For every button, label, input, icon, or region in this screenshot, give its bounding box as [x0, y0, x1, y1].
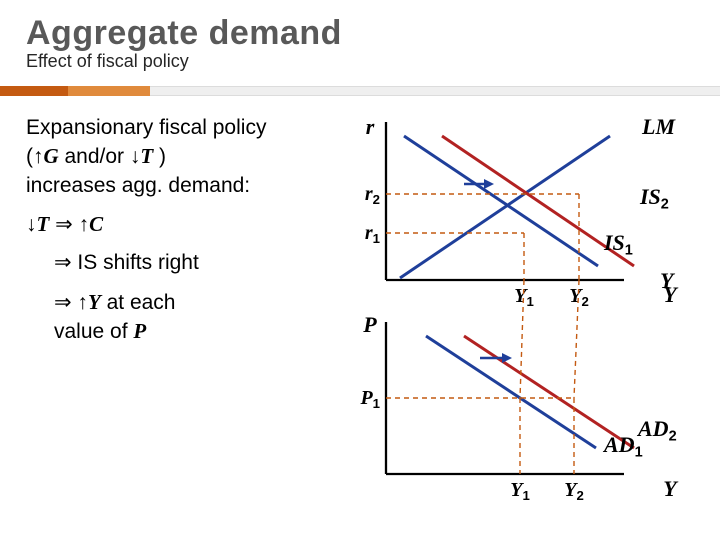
t: ↓	[26, 213, 37, 236]
accent-seg-2	[68, 86, 150, 96]
svg-text:Y1: Y1	[510, 479, 530, 503]
svg-text:Y: Y	[663, 282, 679, 307]
content-row: Expansionary fiscal policy (↑G and/or ↓T…	[0, 96, 720, 514]
svg-text:AD2: AD2	[636, 416, 677, 444]
t: Expansionary fiscal policy	[26, 116, 266, 139]
title-block: Aggregate demand Effect of fiscal policy	[0, 0, 720, 76]
t: (↑	[26, 145, 44, 168]
svg-text:Y2: Y2	[564, 479, 584, 503]
var-P: P	[133, 319, 146, 343]
svg-text:P: P	[362, 312, 377, 337]
t: at each	[101, 291, 176, 314]
svg-text:IS2: IS2	[639, 184, 669, 212]
t: ⇒ ↑	[49, 213, 89, 236]
t: and/or ↓	[59, 145, 141, 168]
diagram-column: rYLMIS1IS2r1r2Y1Y2YPAD1AD2P1Y1Y2Y	[356, 114, 698, 514]
svg-text:r2: r2	[365, 183, 380, 207]
para-2: ↓T ⇒ ↑C	[26, 210, 356, 239]
var-T: T	[37, 212, 50, 236]
accent-seg-3	[150, 86, 720, 96]
t: ⇒ ↑	[54, 291, 88, 314]
svg-text:r1: r1	[365, 222, 380, 246]
para-3: ⇒ IS shifts right	[54, 249, 356, 277]
svg-text:IS1: IS1	[603, 230, 633, 258]
var-Y: Y	[88, 290, 101, 314]
var-G: G	[44, 144, 59, 168]
t: )	[153, 145, 166, 168]
svg-text:Y1: Y1	[514, 285, 534, 309]
accent-seg-1	[0, 86, 68, 96]
accent-bar	[0, 86, 720, 96]
svg-text:r: r	[366, 114, 375, 139]
var-T: T	[140, 144, 153, 168]
svg-text:P1: P1	[359, 387, 380, 411]
t: ⇒ IS shifts right	[54, 251, 199, 274]
explanation-text: Expansionary fiscal policy (↑G and/or ↓T…	[26, 114, 356, 514]
page-title: Aggregate demand	[26, 14, 694, 53]
svg-text:Y2: Y2	[569, 285, 589, 309]
para-1: Expansionary fiscal policy (↑G and/or ↓T…	[26, 114, 356, 200]
svg-text:Y: Y	[663, 476, 679, 501]
svg-text:AD1: AD1	[602, 432, 643, 460]
var-C: C	[89, 212, 103, 236]
islm-ad-diagram: rYLMIS1IS2r1r2Y1Y2YPAD1AD2P1Y1Y2Y	[356, 114, 696, 514]
page-subtitle: Effect of fiscal policy	[26, 51, 694, 72]
svg-text:LM: LM	[641, 114, 676, 139]
para-4: ⇒ ↑Y at each value of P	[54, 288, 356, 347]
t: value of	[54, 320, 133, 343]
t: increases agg. demand:	[26, 174, 250, 197]
